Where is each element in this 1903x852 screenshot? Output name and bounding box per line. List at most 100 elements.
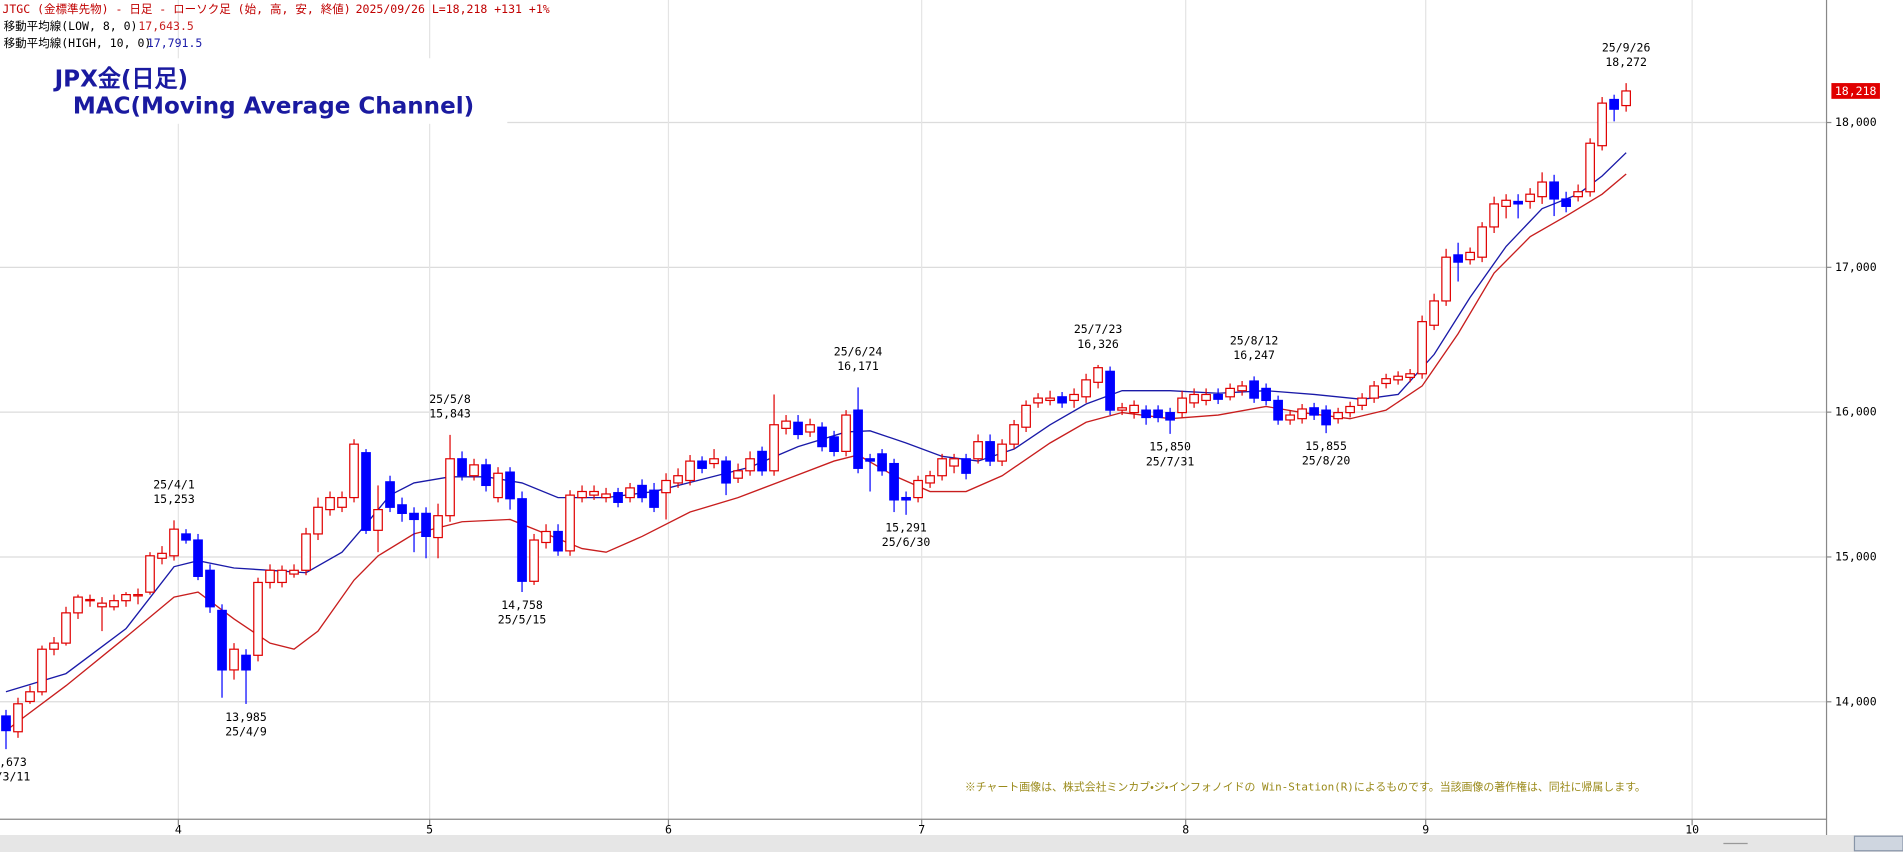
candle-body xyxy=(817,426,827,448)
annotation-text: 15,291 xyxy=(885,521,927,535)
annotation-text: 25/4/9 xyxy=(225,724,267,738)
plot-area: 14,000 15,000 16,000 17,000 18,000 4 5 6 7 8 9 10 13… xyxy=(0,0,1877,837)
candle-body xyxy=(481,464,491,487)
candle-body xyxy=(1381,378,1391,385)
annotation-text: 13,985 xyxy=(225,710,267,724)
zoom-buttons[interactable] xyxy=(1853,835,1903,852)
candle-body xyxy=(1033,397,1043,404)
annotation-text: 25/5/8 xyxy=(429,392,471,406)
candle-body xyxy=(1597,102,1607,147)
annotation-text: 15,253 xyxy=(153,492,195,506)
annotation-text: 16,247 xyxy=(1233,348,1275,362)
candle-body xyxy=(937,458,947,477)
candle-body xyxy=(1117,407,1127,411)
candle-body xyxy=(205,569,215,608)
candle-body xyxy=(1501,199,1511,207)
candle-body xyxy=(1441,256,1451,302)
candle-body xyxy=(229,648,239,671)
y-tick-label: 17,000 xyxy=(1835,260,1877,274)
candle-body xyxy=(1309,407,1319,416)
annotation-text: 25/6/24 xyxy=(834,345,883,359)
candle-body xyxy=(865,458,875,462)
candle-body xyxy=(1513,200,1523,205)
candle-body xyxy=(1609,98,1619,110)
candle-body xyxy=(1261,387,1271,402)
candle-body xyxy=(313,506,323,535)
x-tick-label: 8 xyxy=(1182,823,1189,837)
x-tick-label: 4 xyxy=(175,823,182,837)
candle-body xyxy=(1393,375,1403,381)
candle-body xyxy=(961,458,971,474)
scrollbar[interactable] xyxy=(0,834,1903,852)
candle-body xyxy=(1333,411,1343,420)
candle-body xyxy=(73,596,83,614)
legend-name: 移動平均線(HIGH, 10, 0) xyxy=(4,36,152,50)
legend-value: 17,643.5 xyxy=(138,19,194,33)
candle-body xyxy=(1573,191,1583,198)
annotation-text: 25/6/30 xyxy=(882,535,931,549)
candle-body xyxy=(457,458,467,477)
candle-body xyxy=(709,458,719,465)
candle-body xyxy=(913,479,923,499)
candle-body xyxy=(697,460,707,469)
last-price-label: 18,218 xyxy=(1835,84,1877,98)
candle-body xyxy=(673,475,683,484)
candle-body xyxy=(757,450,767,472)
candle-body xyxy=(925,475,935,484)
candle-body xyxy=(445,458,455,517)
candle-body xyxy=(661,479,671,494)
candle-body xyxy=(25,691,35,703)
candle-body xyxy=(409,512,419,521)
candle-body xyxy=(1621,90,1631,107)
candle-body xyxy=(601,493,611,499)
candle-body xyxy=(109,600,119,608)
annotation-text: 14,758 xyxy=(501,598,543,612)
candle-body xyxy=(1369,385,1379,399)
candle-body xyxy=(169,528,179,557)
annotation-text: 16,326 xyxy=(1077,337,1119,351)
candle-body xyxy=(1021,404,1031,428)
candle-body xyxy=(265,569,275,584)
annotation-text: 18,272 xyxy=(1605,55,1647,69)
annotation-text: 25/8/12 xyxy=(1230,334,1279,348)
candle-body xyxy=(745,458,755,472)
candle-body xyxy=(973,441,983,460)
candle-body xyxy=(565,494,575,552)
candle-body xyxy=(277,569,287,584)
candle-body xyxy=(493,472,503,499)
x-tick-label: 10 xyxy=(1685,823,1699,837)
candle-body xyxy=(1249,380,1259,399)
candle-body xyxy=(529,539,539,582)
candle-body xyxy=(241,654,251,671)
candle-body xyxy=(433,515,443,539)
candle-body xyxy=(829,436,839,453)
candle-body xyxy=(1345,405,1355,414)
candle-body xyxy=(805,424,815,433)
candle-body xyxy=(325,496,335,511)
candle-body xyxy=(421,512,431,538)
x-tick-label: 9 xyxy=(1422,823,1429,837)
candle-body xyxy=(985,441,995,462)
candle-body xyxy=(553,530,563,552)
candle-body xyxy=(793,421,803,436)
header-title: JTGC (金標準先物) - 日足 - ローソク足 (始, 高, 安, 終値) xyxy=(2,2,350,16)
candle-body xyxy=(253,581,263,656)
annotation-text: 15,843 xyxy=(429,407,471,421)
y-tick-label: 15,000 xyxy=(1835,549,1877,563)
y-tick-label: 14,000 xyxy=(1835,694,1877,708)
candle-body xyxy=(1,715,11,732)
candle-body xyxy=(625,487,635,499)
candle-body xyxy=(517,498,527,582)
candle-body xyxy=(1081,379,1091,398)
candle-body xyxy=(469,464,479,477)
annotation-text: 25/5/15 xyxy=(498,612,547,626)
candle-body xyxy=(1237,385,1247,392)
candle-body xyxy=(1561,198,1571,207)
annotation-text: 13,673 xyxy=(0,755,27,769)
candle-body xyxy=(1141,409,1151,419)
candle-body xyxy=(1465,251,1475,261)
candle-body xyxy=(361,452,371,531)
candle-body xyxy=(541,530,551,544)
candle-body xyxy=(1201,393,1211,402)
